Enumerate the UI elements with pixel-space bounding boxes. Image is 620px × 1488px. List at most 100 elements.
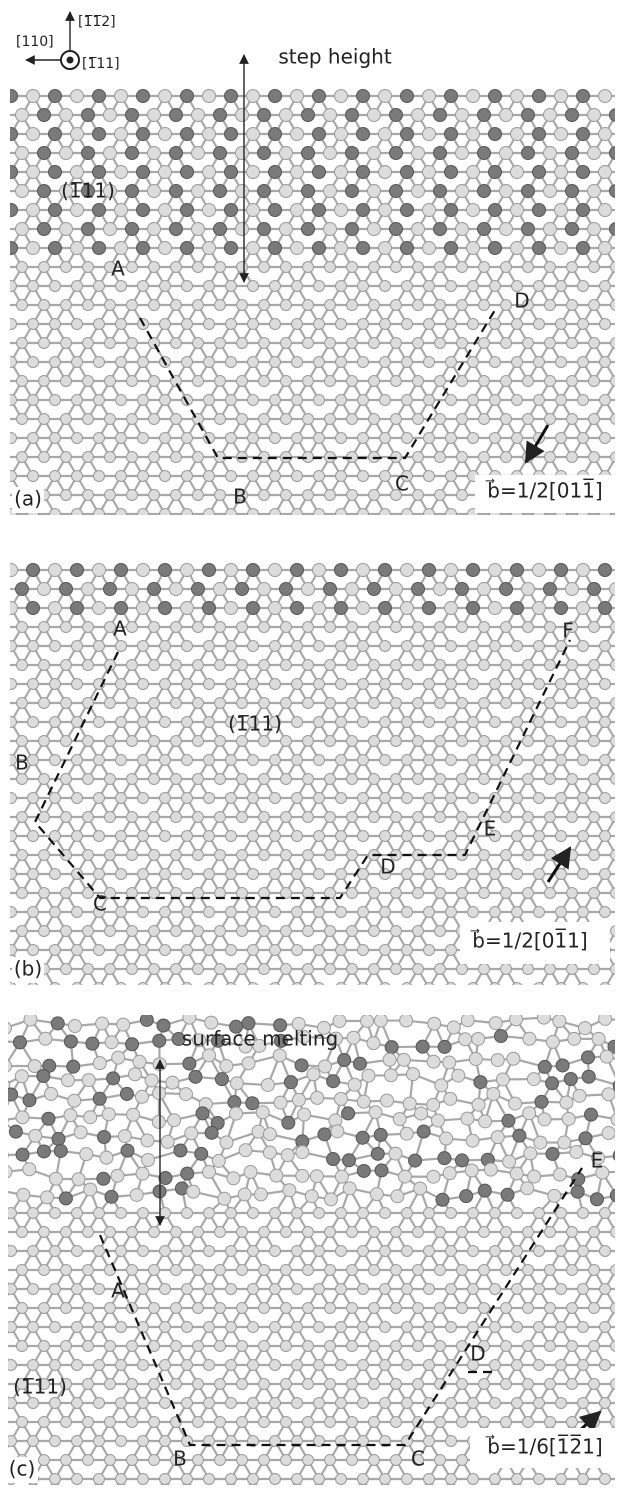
atom xyxy=(445,90,458,103)
atom xyxy=(446,679,457,690)
atom xyxy=(259,964,270,975)
atom xyxy=(148,583,161,596)
atom xyxy=(489,602,502,615)
atom xyxy=(369,698,380,709)
atom xyxy=(313,204,326,217)
atom xyxy=(126,147,139,160)
atom xyxy=(545,622,556,633)
atom xyxy=(149,660,160,671)
bond xyxy=(616,627,620,646)
atom xyxy=(39,622,50,633)
atom xyxy=(148,109,161,122)
atom xyxy=(347,528,358,539)
atom xyxy=(523,376,534,387)
atom xyxy=(522,147,535,160)
bond xyxy=(330,514,341,533)
atom xyxy=(61,452,72,463)
atom xyxy=(401,242,414,255)
atom xyxy=(380,509,391,520)
atom xyxy=(588,109,601,122)
atom xyxy=(589,528,600,539)
atom xyxy=(28,869,39,880)
atom xyxy=(600,717,611,728)
atom xyxy=(137,204,150,217)
bond xyxy=(0,893,11,912)
atom xyxy=(545,414,556,425)
atom xyxy=(170,147,183,160)
bond xyxy=(0,362,11,381)
atom xyxy=(325,850,336,861)
atom xyxy=(479,774,490,785)
atom xyxy=(611,338,620,349)
atom xyxy=(413,964,424,975)
atom xyxy=(27,166,40,179)
atom xyxy=(589,262,600,273)
bond xyxy=(616,457,620,476)
atom xyxy=(182,831,193,842)
atom xyxy=(61,812,72,823)
atom xyxy=(49,204,62,217)
atom xyxy=(116,395,127,406)
atom xyxy=(94,509,105,520)
atom xyxy=(259,300,270,311)
lattice-c xyxy=(0,1011,620,1488)
atom xyxy=(237,698,248,709)
bond xyxy=(616,267,620,286)
atom xyxy=(126,583,139,596)
bond xyxy=(616,438,620,457)
atom xyxy=(248,831,259,842)
atom xyxy=(72,319,83,330)
atom xyxy=(413,774,424,785)
atom xyxy=(435,926,446,937)
atom xyxy=(369,262,380,273)
atom xyxy=(500,583,513,596)
atom xyxy=(501,338,512,349)
atom xyxy=(314,641,325,652)
atom xyxy=(423,166,436,179)
atom xyxy=(611,774,620,785)
atom xyxy=(5,128,18,141)
atom xyxy=(225,564,238,577)
atom xyxy=(6,395,17,406)
atom xyxy=(445,204,458,217)
atom xyxy=(247,166,260,179)
atom xyxy=(446,869,457,880)
atom xyxy=(512,907,523,918)
atom xyxy=(391,698,402,709)
atom xyxy=(226,319,237,330)
atom xyxy=(314,433,325,444)
bond xyxy=(616,153,620,172)
atom xyxy=(39,528,50,539)
atom xyxy=(116,831,127,842)
atom xyxy=(72,831,83,842)
atom xyxy=(127,528,138,539)
atom xyxy=(424,433,435,444)
atom xyxy=(369,660,380,671)
atom xyxy=(489,564,502,577)
atom xyxy=(567,964,578,975)
bond xyxy=(561,514,572,533)
atom xyxy=(281,490,292,501)
atom xyxy=(72,641,83,652)
bond xyxy=(33,514,44,533)
atom xyxy=(501,698,512,709)
atom xyxy=(269,242,282,255)
atom xyxy=(589,622,600,633)
atom xyxy=(50,319,61,330)
atom xyxy=(413,698,424,709)
atom xyxy=(611,964,620,975)
atom xyxy=(314,717,325,728)
atom xyxy=(116,945,127,956)
atom xyxy=(567,698,578,709)
atom xyxy=(203,204,216,217)
atom xyxy=(127,414,138,425)
atom xyxy=(27,602,40,615)
bond xyxy=(0,836,11,855)
atom xyxy=(599,564,612,577)
atom xyxy=(182,319,193,330)
atom xyxy=(237,736,248,747)
atom xyxy=(237,850,248,861)
bond xyxy=(616,381,620,400)
atom xyxy=(577,242,590,255)
atom xyxy=(82,583,95,596)
